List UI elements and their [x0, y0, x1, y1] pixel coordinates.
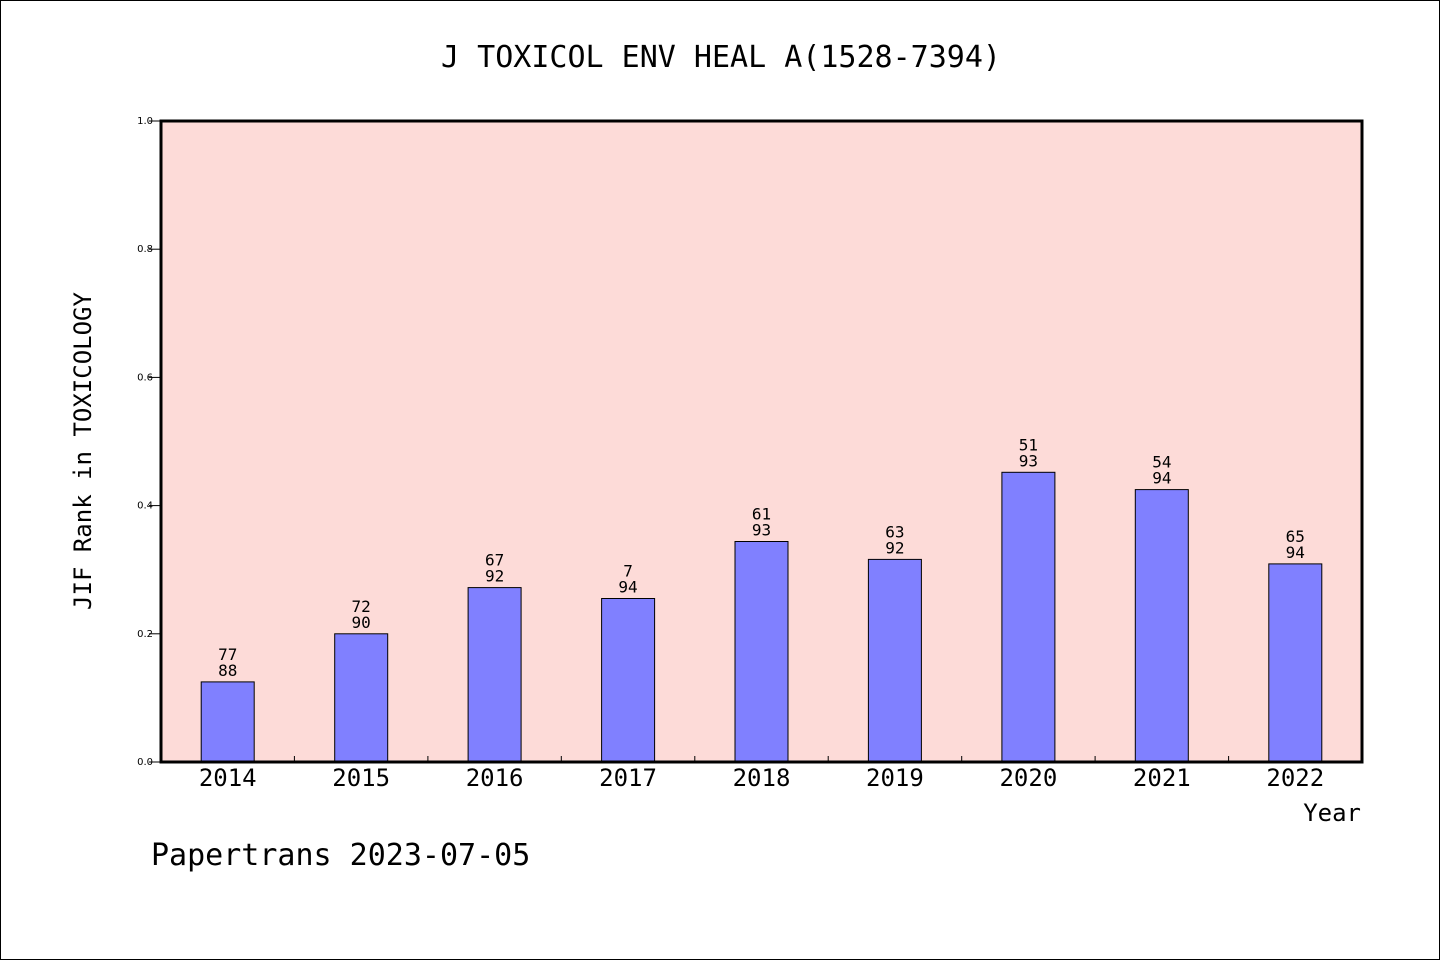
data-label-rank-2020: 51	[1019, 435, 1038, 454]
bar-2020	[1001, 471, 1056, 763]
footer-credit: Papertrans 2023-07-05	[151, 838, 530, 873]
x-tick-label-2017: 2017	[599, 764, 657, 792]
data-label-rank-2015: 72	[352, 597, 371, 616]
bar-2014	[200, 681, 255, 763]
ticks-layer: 2014 2015 2016 2017 2018 2019 2020 2021 2022 0.0 0…	[137, 116, 1324, 792]
data-label-rank-2022: 65	[1286, 527, 1305, 546]
data-label-rank-2018: 61	[752, 505, 771, 524]
data-label-rank-2019: 63	[885, 522, 904, 541]
x-axis-label: Year	[1303, 799, 1361, 827]
bar-2016	[467, 587, 522, 763]
bar-2021	[1134, 489, 1189, 763]
y-tick-label-0.0: 0.0	[137, 757, 153, 768]
x-tick-label-2015: 2015	[332, 764, 390, 792]
x-tick-label-2022: 2022	[1266, 764, 1324, 792]
y-tick-label-0.4: 0.4	[137, 501, 153, 512]
x-tick-label-2014: 2014	[199, 764, 257, 792]
data-label-total-2015: 90	[352, 613, 371, 632]
bar-2019	[867, 558, 922, 763]
y-axis-label: JIF Rank in TOXICOLOGY	[69, 292, 97, 610]
x-tick-label-2021: 2021	[1133, 764, 1191, 792]
bar-2017	[601, 598, 656, 763]
x-tick-label-2019: 2019	[866, 764, 924, 792]
bar-2015	[334, 633, 389, 763]
plot-border	[159, 119, 1364, 764]
data-label-total-2020: 93	[1019, 451, 1038, 470]
bars-layer	[200, 471, 1323, 763]
data-label-total-2018: 93	[752, 521, 771, 540]
data-label-rank-2017: 7	[623, 562, 633, 581]
data-label-rank-2014: 77	[218, 645, 237, 664]
x-tick-label-2018: 2018	[733, 764, 791, 792]
data-label-total-2021: 94	[1152, 469, 1171, 488]
x-tick-label-2016: 2016	[466, 764, 524, 792]
data-label-total-2014: 88	[218, 661, 237, 680]
data-label-total-2022: 94	[1286, 543, 1305, 562]
x-tick-label-2020: 2020	[999, 764, 1057, 792]
chart-title: J TOXICOL ENV HEAL A(1528-7394)	[441, 40, 1001, 75]
data-label-total-2019: 92	[885, 538, 904, 557]
bar-2022	[1268, 563, 1323, 763]
y-tick-label-0.2: 0.2	[137, 629, 153, 640]
y-tick-label-1.0: 1.0	[137, 116, 153, 127]
data-label-total-2016: 92	[485, 567, 504, 586]
data-label-rank-2016: 67	[485, 551, 504, 570]
y-tick-label-0.6: 0.6	[137, 372, 153, 383]
bar-2018	[734, 541, 789, 763]
y-tick-label-0.8: 0.8	[137, 244, 153, 255]
data-label-total-2017: 94	[618, 578, 637, 597]
data-label-rank-2021: 54	[1152, 453, 1171, 472]
